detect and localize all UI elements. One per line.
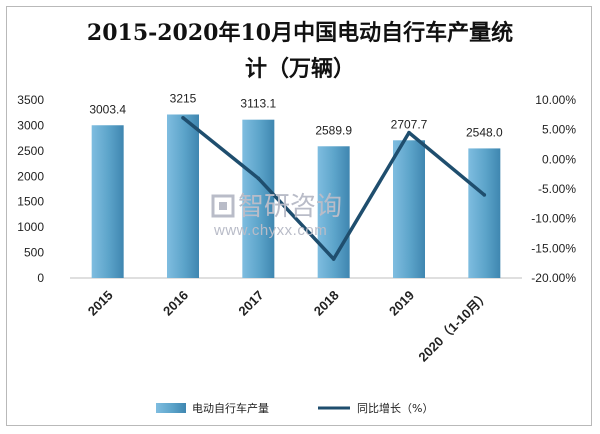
chart-title-line1: 2015-2020年10月中国电动自行车产量统	[87, 20, 513, 46]
right-tick-label: 5.00%	[542, 123, 576, 137]
growth-line-point	[256, 176, 261, 181]
right-tick-label: 0.00%	[542, 152, 576, 166]
right-tick-label: -15.00%	[531, 241, 576, 255]
bar-data-label: 3113.1	[240, 97, 276, 111]
x-tick-label: 2015	[85, 288, 116, 319]
chart-title-line2: 计（万辆）	[245, 56, 355, 82]
growth-line-point	[407, 130, 411, 135]
right-tick-label: 10.00%	[535, 93, 576, 107]
left-tick-label: 3000	[17, 118, 44, 132]
bar-series	[91, 114, 501, 279]
right-tick-label: -5.00%	[538, 182, 576, 196]
right-tick-label: -20.00%	[531, 271, 576, 285]
legend: 电动自行车产量 同比增长（%）	[156, 401, 433, 415]
left-axis: 0 500 1000 1500 2000 2500 3000 3500	[17, 93, 44, 285]
growth-line-point	[331, 257, 336, 261]
bar-data-label: 2548.0	[466, 125, 503, 139]
left-tick-label: 500	[24, 246, 44, 260]
left-tick-label: 2500	[17, 144, 44, 158]
left-tick-label: 2000	[17, 169, 44, 183]
growth-line-series	[181, 116, 487, 261]
bar	[91, 125, 124, 279]
bar-data-labels: 3003.4 3215 3113.1 2589.9 2707.7 2548.0	[89, 91, 503, 139]
x-tick-label: 2018	[311, 288, 342, 319]
right-tick-label: -10.00%	[531, 212, 576, 226]
bar	[393, 140, 425, 278]
left-tick-label: 1000	[17, 220, 44, 234]
watermark-logo	[211, 194, 235, 218]
watermark-text: 智研咨询	[238, 192, 342, 222]
legend-label-bar: 电动自行车产量	[192, 401, 269, 415]
bar	[167, 114, 199, 278]
x-tick-label: 2020（1-10月）	[415, 288, 492, 365]
bar-data-label: 2589.9	[315, 123, 352, 137]
growth-line-point	[482, 193, 487, 197]
x-tick-label: 2017	[235, 288, 266, 319]
growth-line-point	[181, 116, 185, 120]
bar-data-label: 2707.7	[391, 117, 428, 131]
bar	[468, 148, 501, 278]
watermark: 智研咨询 www.chyxx.com	[211, 192, 342, 239]
legend-label-line: 同比增长（%）	[357, 401, 433, 415]
left-tick-label: 1500	[17, 195, 44, 209]
right-axis: 10.00% 5.00% 0.00% -5.00% -10.00% -15.00% -20.…	[531, 93, 576, 285]
bar-data-label: 3003.4	[89, 102, 126, 116]
left-tick-label: 0	[37, 271, 44, 285]
bar-data-label: 3215	[170, 91, 197, 105]
x-tick-label: 2019	[386, 288, 417, 319]
bar	[242, 119, 275, 278]
watermark-url: www.chyxx.com	[213, 222, 327, 239]
x-tick-label: 2016	[160, 288, 191, 319]
legend-swatch-bar	[156, 403, 186, 413]
left-tick-label: 3500	[17, 93, 44, 107]
